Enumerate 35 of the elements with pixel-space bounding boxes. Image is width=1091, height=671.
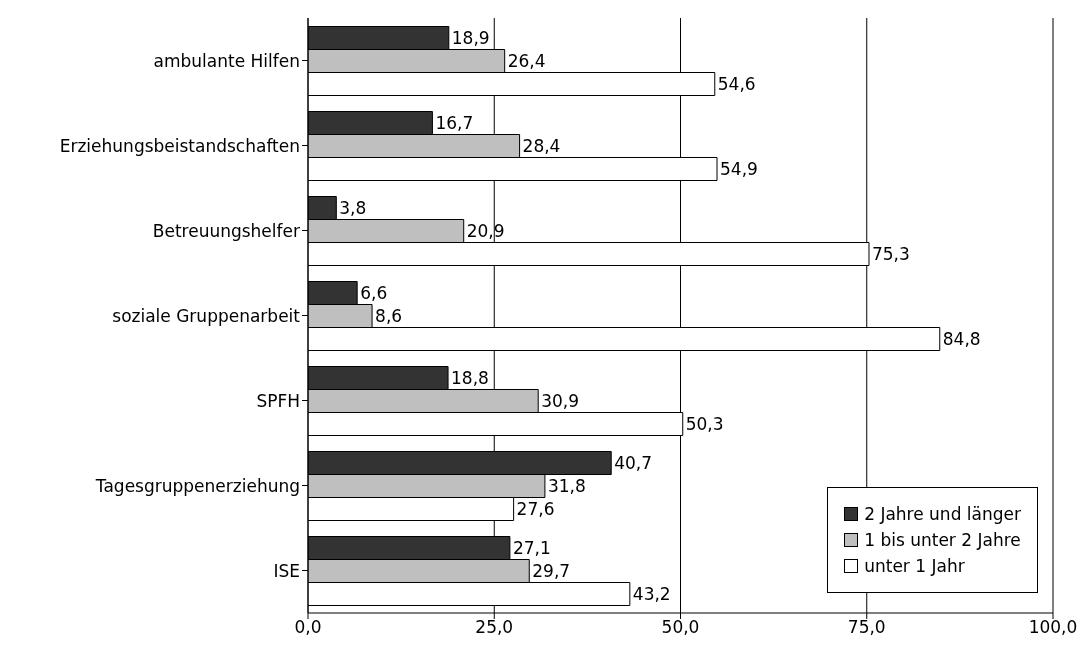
y-tick-label: Erziehungsbeistandschaften xyxy=(59,135,300,156)
y-tick-label: Betreuungshelfer xyxy=(152,220,300,241)
x-tick-label: 25,0 xyxy=(475,617,514,638)
data-label: 29,7 xyxy=(532,561,571,581)
data-label: 26,4 xyxy=(507,51,546,71)
x-tick-label: 100,0 xyxy=(1028,617,1078,638)
data-label: 54,9 xyxy=(720,159,758,179)
y-tick-label: ISE xyxy=(273,560,300,581)
x-tick-label: 50,0 xyxy=(661,617,700,638)
data-label: 8,6 xyxy=(375,306,403,326)
data-label: 16,7 xyxy=(435,113,474,133)
data-label: 43,2 xyxy=(632,584,671,604)
y-tick-label: SPFH xyxy=(256,390,300,411)
data-label: 31,8 xyxy=(547,476,586,496)
data-label: 6,6 xyxy=(360,283,388,303)
data-label: 3,8 xyxy=(339,198,367,218)
x-tick-label: 0,0 xyxy=(294,617,322,638)
data-label: 40,7 xyxy=(614,453,653,473)
data-label: 54,6 xyxy=(717,74,756,94)
legend-label: 2 Jahre und länger xyxy=(864,504,1021,524)
data-label: 27,6 xyxy=(516,499,555,519)
y-tick-label: soziale Gruppenarbeit xyxy=(112,305,301,326)
data-label: 50,3 xyxy=(685,414,724,434)
data-label: 27,1 xyxy=(512,538,551,558)
legend-label: 1 bis unter 2 Jahre xyxy=(864,530,1021,550)
data-label: 18,9 xyxy=(451,28,490,48)
data-label: 28,4 xyxy=(522,136,561,156)
y-tick-label: Tagesgruppenerziehung xyxy=(94,475,300,496)
y-tick-label: ambulante Hilfen xyxy=(153,50,300,71)
x-tick-label: 75,0 xyxy=(847,617,886,638)
data-label: 75,3 xyxy=(871,244,910,264)
data-label: 18,8 xyxy=(451,368,489,388)
data-label: 84,8 xyxy=(942,329,981,349)
data-label: 30,9 xyxy=(541,391,580,411)
legend-label: unter 1 Jahr xyxy=(864,556,965,576)
